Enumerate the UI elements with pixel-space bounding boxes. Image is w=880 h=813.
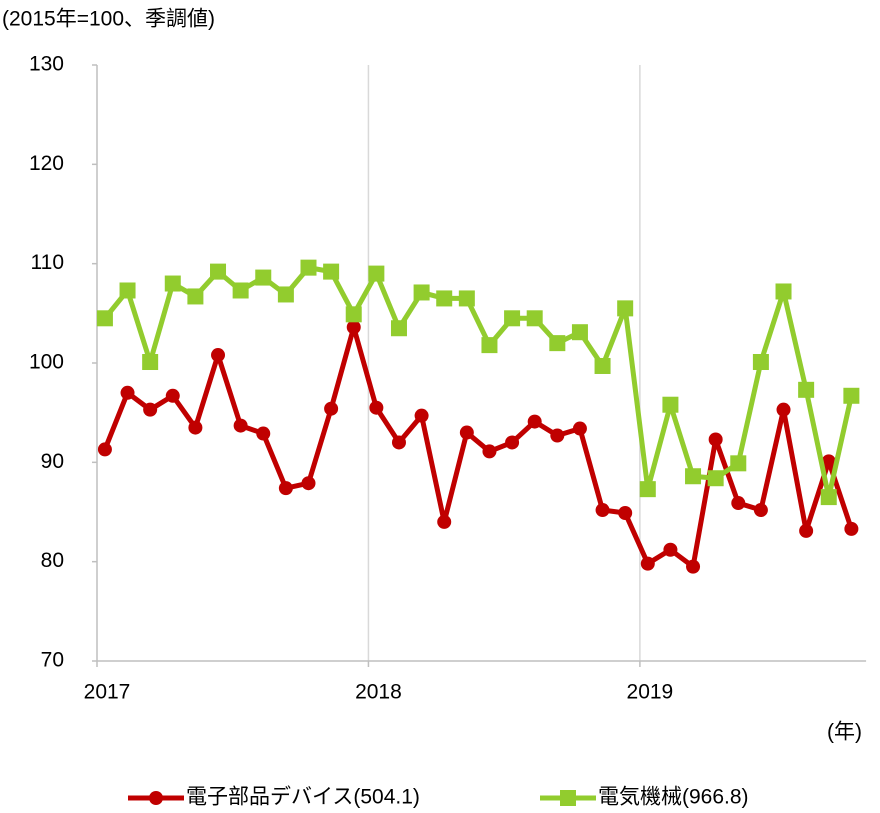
marker <box>255 269 272 286</box>
marker <box>776 402 791 417</box>
marker <box>345 306 362 323</box>
marker <box>119 282 136 299</box>
x-axis-label: (年) <box>827 721 862 744</box>
marker <box>346 320 361 335</box>
marker <box>164 275 181 292</box>
x-tick-label: 2018 <box>355 681 402 704</box>
marker <box>549 335 566 352</box>
y-tick-label: 70 <box>41 649 64 672</box>
marker <box>256 426 271 441</box>
marker <box>753 503 768 518</box>
marker <box>390 320 407 337</box>
x-tick-label: 2017 <box>84 681 131 704</box>
marker <box>821 454 836 469</box>
marker <box>391 435 406 450</box>
marker <box>300 259 317 276</box>
marker <box>686 559 701 574</box>
marker <box>618 505 633 520</box>
marker <box>120 385 135 400</box>
marker <box>211 348 226 363</box>
marker <box>504 310 521 327</box>
marker <box>752 354 769 371</box>
marker <box>324 401 339 416</box>
y-tick-label: 110 <box>31 251 64 274</box>
marker <box>820 489 837 506</box>
marker <box>458 290 475 307</box>
marker <box>775 283 792 300</box>
marker <box>526 310 543 327</box>
y-tick-label: 80 <box>41 549 64 572</box>
marker <box>413 284 430 301</box>
marker <box>368 265 385 282</box>
marker <box>640 556 655 571</box>
marker <box>731 496 746 511</box>
marker <box>436 290 453 307</box>
marker <box>798 381 815 398</box>
marker <box>437 514 452 529</box>
marker <box>527 414 542 429</box>
marker <box>663 542 678 557</box>
marker <box>187 288 204 305</box>
marker <box>459 425 474 440</box>
legend-label: 電子部品デバイス(504.1) <box>186 786 420 809</box>
marker <box>277 286 294 303</box>
y-tick-label: 130 <box>29 53 64 76</box>
y-tick-label: 100 <box>29 351 64 374</box>
legend: 電子部品デバイス(504.1) 電気機械(966.8) <box>128 786 749 809</box>
marker <box>165 388 180 403</box>
line <box>102 265 854 500</box>
marker <box>595 503 610 518</box>
marker <box>369 400 384 415</box>
marker <box>799 523 814 538</box>
legend-marker <box>560 790 576 806</box>
marker <box>210 263 227 280</box>
marker <box>662 396 679 413</box>
marker <box>482 444 497 459</box>
marker <box>143 402 158 417</box>
marker <box>232 282 249 299</box>
marker <box>301 476 316 491</box>
marker <box>708 432 723 447</box>
marker <box>414 408 429 423</box>
marker <box>323 263 340 280</box>
marker <box>96 310 113 327</box>
marker <box>594 357 611 374</box>
marker <box>707 470 724 487</box>
y-tick-label: 90 <box>41 450 64 473</box>
marker <box>843 387 860 404</box>
marker <box>188 420 203 435</box>
marker <box>572 421 587 436</box>
marker <box>142 354 159 371</box>
marker <box>278 481 293 496</box>
marker <box>730 455 747 472</box>
marker <box>617 300 634 317</box>
marker <box>550 428 565 443</box>
marker <box>481 337 498 354</box>
marker <box>571 324 588 341</box>
series <box>96 259 860 506</box>
y-tick-label: 120 <box>29 152 64 175</box>
marker <box>97 442 112 457</box>
marker <box>639 481 656 498</box>
chart-subtitle: (2015年=100、季調値) <box>2 8 215 31</box>
legend-marker <box>149 791 163 805</box>
marker <box>844 521 859 536</box>
x-tick-label: 2019 <box>627 681 674 704</box>
marker <box>685 468 702 485</box>
marker <box>233 418 248 433</box>
legend-label: 電気機械(966.8) <box>598 786 749 809</box>
marker <box>505 435 520 450</box>
